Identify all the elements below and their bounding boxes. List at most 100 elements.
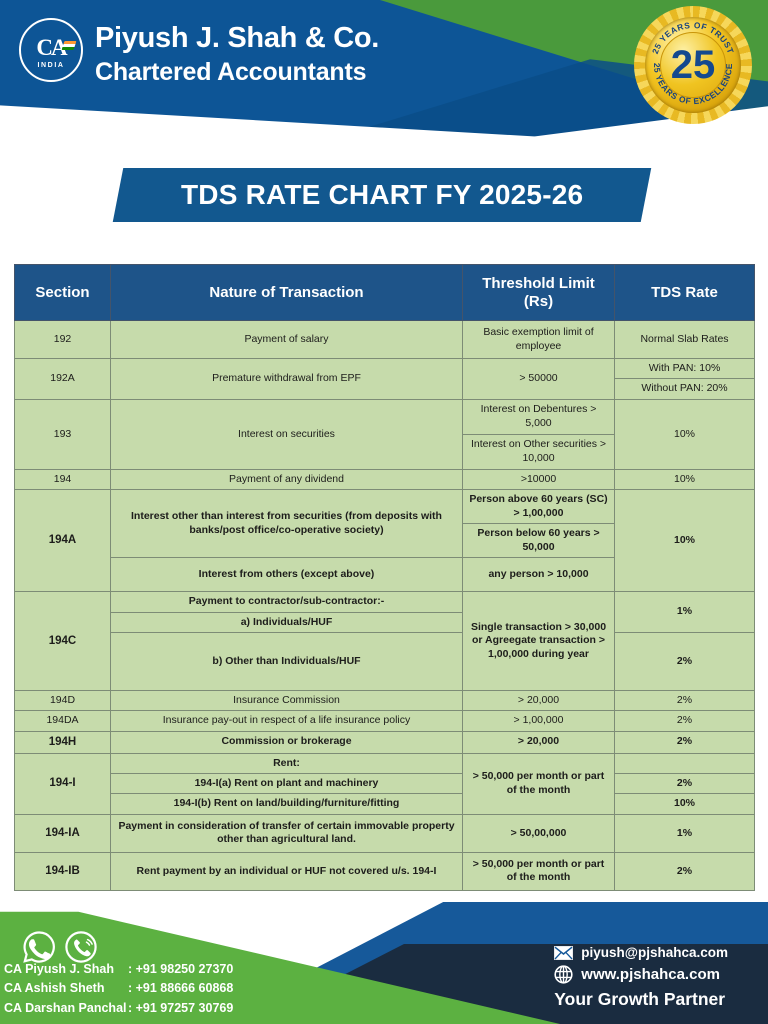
tds-table-wrapper: Section Nature of Transaction Threshold … (14, 264, 755, 891)
cell-rate: 2% (614, 851, 755, 891)
contact-row: CA Piyush J. Shah : +91 98250 27370 (4, 960, 233, 979)
cell-rate: 1% (614, 813, 755, 853)
table-row: 194DA Insurance pay-out in respect of a … (14, 710, 755, 732)
table-row: Without PAN: 20% (15, 378, 755, 400)
cell-nature: Payment of any dividend (110, 468, 463, 491)
cell-section: 194-IA (14, 813, 111, 853)
cell-rate: 10% (614, 468, 755, 491)
badge-arc-bottom-icon: 25 YEARS OF EXCELLENCE (652, 63, 734, 106)
badge-arc-top-icon: 25 YEARS OF TRUST (650, 20, 736, 56)
badge-inner: 25 (660, 32, 726, 98)
cell-section: 194A (14, 489, 111, 593)
cell-threshold: >10000 (462, 468, 615, 491)
cell-nature: Payment of salary (110, 320, 463, 359)
footer-email[interactable]: piyush@pjshahca.com (581, 945, 728, 960)
contact-phone[interactable]: : +91 88666 60868 (128, 981, 234, 996)
cell-section: 194C (14, 591, 111, 691)
tds-rate-table: Section Nature of Transaction Threshold … (14, 264, 755, 891)
table-row: 194D Insurance Commission > 20,000 2% (14, 689, 755, 712)
col-header-rate: TDS Rate (614, 264, 755, 321)
footer-website[interactable]: www.pjshahca.com (581, 966, 720, 983)
title-banner: TDS RATE CHART FY 2025-26 (112, 168, 652, 222)
table-row: Interest on Other securities > 10,000 (15, 433, 755, 470)
contact-name: CA Ashish Sheth (4, 981, 105, 996)
cell-section: 194D (14, 689, 111, 712)
cell-section: 192 (14, 320, 111, 359)
table-row: 192A Premature withdrawal from EPF > 500… (14, 357, 755, 400)
cell-rate-individuals: 1% (614, 591, 755, 633)
cell-threshold: > 1,00,000 (462, 710, 615, 732)
envelope-icon (554, 945, 574, 960)
contact-row: CA Darshan Panchal : +91 97257 30769 (4, 999, 233, 1018)
page-footer: CA Piyush J. Shah : +91 98250 27370 CA A… (0, 902, 768, 1024)
anniversary-badge: 25 25 YEARS OF TRUST 25 YEARS OF EXCELLE… (634, 6, 752, 124)
phone-icon[interactable] (64, 930, 98, 964)
col-header-section: Section (14, 264, 111, 321)
page-title: TDS RATE CHART FY 2025-26 (180, 179, 584, 210)
cell-threshold-other-securities: Interest on Other securities > 10,000 (462, 433, 615, 470)
contact-phone[interactable]: : +91 98250 27370 (128, 961, 234, 976)
logo-ca-text: CA (36, 34, 67, 60)
ca-india-logo: CA INDIA (19, 18, 83, 82)
table-header-row: Section Nature of Transaction Threshold … (14, 264, 755, 321)
cell-section: 194DA (14, 710, 111, 732)
cell-rate: 2% (614, 730, 755, 754)
cell-nature: Commission or brokerage (110, 730, 463, 754)
cell-section: 194-I (14, 752, 111, 815)
cell-nature-contractor: Payment to contractor/sub-contractor:- (110, 591, 463, 613)
cell-threshold: > 20,000 (462, 689, 615, 712)
table-row: 194-I Rent: > 50,000 per month or part o… (14, 752, 755, 815)
cell-nature-individuals: a) Individuals/HUF (110, 611, 463, 633)
cell-threshold: > 50,00,000 (462, 813, 615, 853)
contact-phone[interactable]: : +91 97257 30769 (128, 1000, 234, 1015)
whatsapp-icon[interactable] (22, 930, 56, 964)
cell-nature: Payment in consideration of transfer of … (110, 813, 463, 853)
cell-threshold: Single transaction > 30,000 or Agreegate… (462, 591, 615, 691)
table-row: b) Other than Individuals/HUF 2% (15, 631, 755, 691)
globe-icon (554, 965, 573, 984)
cell-threshold-above-60: Person above 60 years (SC) > 1,00,000 (462, 489, 615, 525)
cell-section: 193 (14, 398, 111, 470)
cell-nature-land-building: 194-I(b) Rent on land/building/furniture… (110, 793, 463, 815)
table-row: 194-IA Payment in consideration of trans… (14, 813, 755, 853)
cell-threshold-any-person: any person > 10,000 (462, 557, 615, 593)
cell-section: 192A (14, 358, 111, 400)
svg-text:25 YEARS OF EXCELLENCE: 25 YEARS OF EXCELLENCE (652, 63, 734, 106)
footer-email-line[interactable]: piyush@pjshahca.com (554, 945, 728, 960)
cell-section: 194H (14, 730, 111, 754)
cell-threshold: Basic exemption limit of employee (462, 320, 615, 359)
table-row: 194H Commission or brokerage > 20,000 2% (14, 730, 755, 754)
cell-rate-without-pan: Without PAN: 20% (614, 378, 755, 400)
cell-threshold-below-60: Person below 60 years > 50,000 (462, 523, 615, 559)
cell-nature: Rent payment by an individual or HUF not… (110, 851, 463, 891)
table-row: 192 Payment of salary Basic exemption li… (14, 320, 755, 359)
logo-india-text: INDIA (37, 61, 65, 69)
cell-nature: Insurance pay-out in respect of a life i… (110, 710, 463, 732)
cell-rate: 10% (614, 398, 755, 470)
page-header: CA INDIA Piyush J. Shah & Co. Chartered … (0, 0, 768, 148)
cell-rate-other: 2% (614, 631, 755, 691)
footer-tagline: Your Growth Partner (554, 989, 726, 1009)
cell-nature-plant-machinery: 194-I(a) Rent on plant and machinery (110, 772, 463, 795)
contact-row: CA Ashish Sheth : +91 88666 60868 (4, 979, 233, 998)
footer-website-line[interactable]: www.pjshahca.com (554, 965, 728, 984)
footer-social-icons (22, 930, 98, 964)
col-header-threshold: Threshold Limit (Rs) (462, 264, 615, 321)
contact-name: CA Piyush J. Shah (4, 961, 114, 976)
cell-nature: Premature withdrawal from EPF (110, 358, 463, 400)
badge-number: 25 (670, 43, 716, 87)
cell-rate: 2% (614, 689, 755, 712)
cell-threshold: > 50,000 per month or part of the month (462, 752, 615, 815)
cell-threshold: > 20,000 (462, 730, 615, 754)
table-row: 193 Interest on securities Interest on D… (14, 398, 755, 470)
badge-arc-bottom-text: 25 YEARS OF EXCELLENCE (652, 63, 734, 106)
cell-rate: 2% (614, 710, 755, 732)
table-row: a) Individuals/HUF (15, 611, 755, 633)
footer-web-block: piyush@pjshahca.com www.pjshahca.com You… (554, 945, 728, 1010)
firm-subtitle: Chartered Accountants (95, 58, 367, 86)
cell-threshold: > 50,000 per month or part of the month (462, 851, 615, 891)
cell-rate-with-pan: With PAN: 10% (614, 357, 755, 380)
table-row: Interest from others (except above) any … (15, 557, 755, 593)
cell-nature-other-than-individuals: b) Other than Individuals/HUF (110, 631, 463, 691)
